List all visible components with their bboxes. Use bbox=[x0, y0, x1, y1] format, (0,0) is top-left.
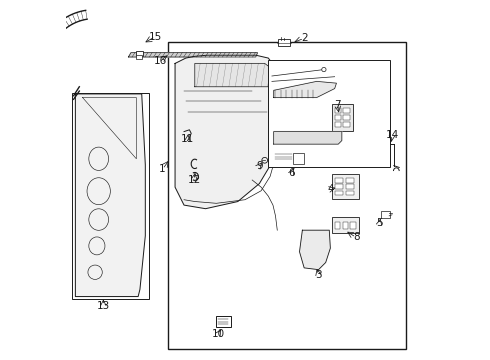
Bar bbox=[346, 184, 354, 189]
Bar bbox=[335, 108, 341, 113]
Bar bbox=[335, 122, 341, 127]
Bar bbox=[346, 178, 354, 183]
Polygon shape bbox=[175, 55, 277, 209]
Text: 13: 13 bbox=[97, 301, 110, 311]
Text: 2: 2 bbox=[301, 33, 308, 43]
FancyBboxPatch shape bbox=[278, 40, 290, 46]
Text: 11: 11 bbox=[181, 134, 194, 144]
Bar bbox=[343, 108, 350, 113]
FancyBboxPatch shape bbox=[332, 104, 353, 131]
Text: 3: 3 bbox=[315, 270, 322, 280]
Text: 6: 6 bbox=[288, 168, 295, 178]
Bar bbox=[72, 93, 149, 300]
Text: 15: 15 bbox=[149, 32, 162, 41]
Text: 4: 4 bbox=[328, 184, 334, 194]
FancyBboxPatch shape bbox=[216, 316, 231, 327]
FancyBboxPatch shape bbox=[136, 55, 143, 59]
Polygon shape bbox=[75, 94, 146, 297]
Text: 1: 1 bbox=[159, 164, 166, 174]
Polygon shape bbox=[128, 53, 258, 57]
Text: 9: 9 bbox=[256, 161, 263, 171]
Text: 16: 16 bbox=[153, 56, 167, 66]
Bar bbox=[335, 222, 341, 229]
Text: 7: 7 bbox=[334, 100, 341, 110]
Bar bbox=[335, 184, 343, 189]
Bar bbox=[168, 42, 406, 348]
Text: 8: 8 bbox=[353, 232, 360, 242]
Bar bbox=[346, 191, 354, 195]
Bar bbox=[343, 222, 348, 229]
Bar bbox=[350, 222, 356, 229]
Circle shape bbox=[322, 67, 326, 72]
Polygon shape bbox=[195, 63, 274, 87]
FancyBboxPatch shape bbox=[381, 211, 390, 218]
Text: 12: 12 bbox=[188, 175, 201, 185]
Bar bbox=[335, 178, 343, 183]
Text: 5: 5 bbox=[376, 218, 383, 228]
Bar bbox=[343, 115, 350, 120]
Bar bbox=[343, 122, 350, 127]
Polygon shape bbox=[274, 132, 342, 144]
FancyBboxPatch shape bbox=[293, 153, 304, 163]
Polygon shape bbox=[299, 230, 330, 270]
Bar bbox=[335, 191, 343, 195]
FancyBboxPatch shape bbox=[136, 50, 143, 55]
Bar bbox=[335, 115, 341, 120]
Polygon shape bbox=[274, 81, 337, 98]
Text: 10: 10 bbox=[212, 329, 225, 339]
FancyBboxPatch shape bbox=[332, 217, 359, 233]
Text: 14: 14 bbox=[386, 130, 399, 140]
Bar bbox=[269, 60, 390, 167]
FancyBboxPatch shape bbox=[332, 174, 359, 199]
